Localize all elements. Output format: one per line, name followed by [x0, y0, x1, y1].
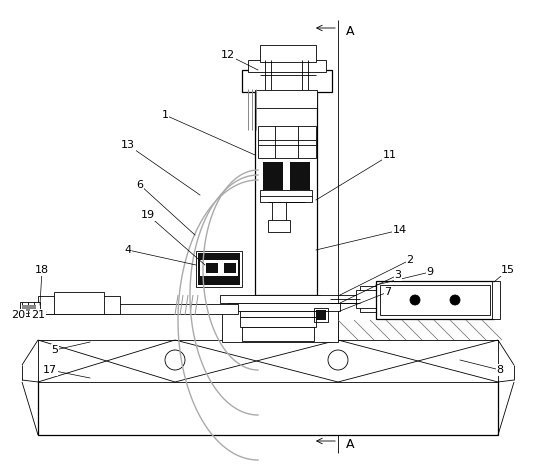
Bar [316, 310, 326, 320]
Circle shape [450, 295, 460, 305]
Bar [248, 60, 326, 72]
Bar [258, 126, 316, 158]
Text: 2: 2 [406, 255, 414, 265]
Bar [255, 90, 317, 108]
Text: 15: 15 [501, 265, 515, 275]
Bar [380, 285, 490, 315]
Bar [198, 253, 240, 285]
Bar [228, 303, 340, 311]
Bar [242, 327, 314, 341]
Bar [38, 380, 498, 435]
Text: 3: 3 [394, 270, 401, 280]
Bar [263, 162, 283, 190]
Bar [240, 311, 320, 317]
Text: 17: 17 [43, 365, 57, 375]
Text: 12: 12 [221, 50, 235, 60]
Text: 4: 4 [124, 245, 131, 255]
Bar [38, 296, 120, 314]
Bar [196, 251, 242, 287]
Bar [220, 295, 340, 303]
Text: 6: 6 [137, 180, 144, 190]
Bar [222, 310, 338, 342]
Bar [22, 305, 36, 311]
Bar [255, 90, 317, 295]
Bar [200, 260, 238, 276]
Text: 19: 19 [141, 210, 155, 220]
Text: A: A [346, 438, 354, 452]
Bar [240, 317, 316, 327]
Bar [240, 295, 320, 312]
Text: 20: 20 [11, 310, 25, 320]
Text: 11: 11 [383, 150, 397, 160]
Bar [224, 263, 236, 273]
Text: 8: 8 [496, 365, 503, 375]
Bar [20, 302, 40, 316]
Bar [376, 281, 494, 319]
Bar [360, 286, 376, 312]
Text: 18: 18 [35, 265, 49, 275]
Bar [492, 281, 500, 319]
Bar [206, 263, 218, 273]
Bar [314, 308, 328, 322]
Bar [272, 202, 286, 224]
Bar [54, 292, 104, 314]
Text: 9: 9 [427, 267, 434, 277]
Text: 5: 5 [51, 345, 58, 355]
Circle shape [410, 295, 420, 305]
Bar [268, 220, 290, 232]
Bar [260, 190, 312, 202]
Text: A: A [346, 26, 354, 38]
Bar [38, 340, 498, 382]
Text: 13: 13 [121, 140, 135, 150]
Text: 1: 1 [161, 110, 168, 120]
Bar [260, 45, 316, 62]
Text: 21: 21 [31, 310, 45, 320]
Bar [38, 304, 238, 314]
Bar [356, 290, 380, 308]
Bar [290, 162, 310, 190]
Bar [338, 295, 370, 303]
Text: 7: 7 [384, 287, 392, 297]
Bar [242, 70, 332, 92]
Text: 14: 14 [393, 225, 407, 235]
